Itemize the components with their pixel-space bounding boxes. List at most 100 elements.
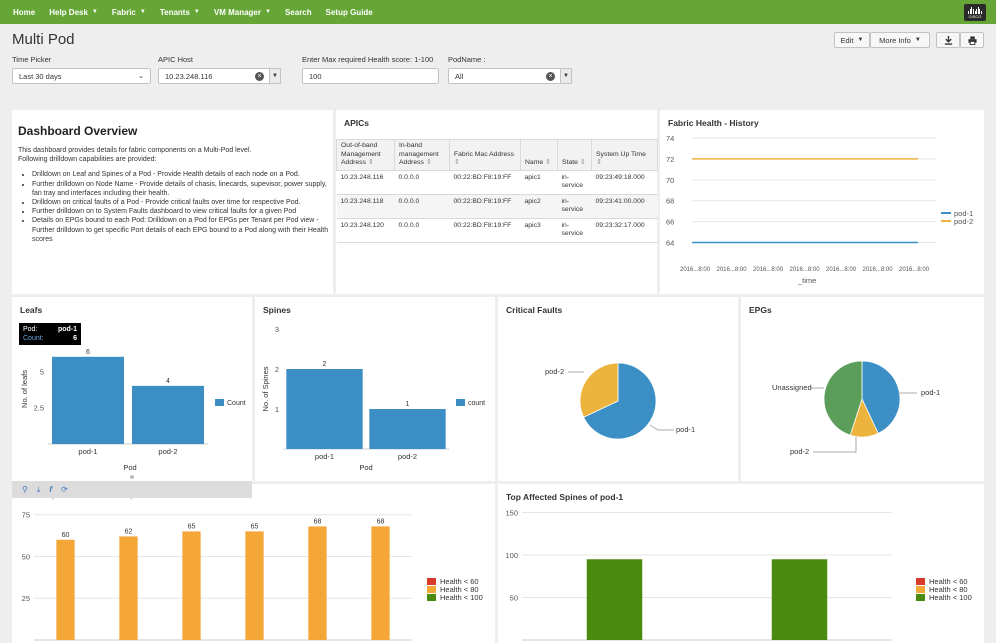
table-row[interactable]: 10.23.248.116 0.0.0.0 00:22:BD:F8:19:FF … [336, 170, 658, 195]
column-header-state[interactable]: State ⇕ [557, 139, 592, 171]
epgs-panel: EPGs pod-1 Unassigned pod-2 [741, 297, 984, 481]
bar-Spine203 [771, 559, 828, 640]
time-picker-select[interactable]: Last 30 days ⌄ [12, 68, 151, 84]
leader-line [813, 437, 857, 453]
y-tick-label: 50 [510, 594, 518, 603]
cell-state: in-service [557, 194, 592, 219]
y-tick-label: 5 [40, 367, 44, 376]
podname-select[interactable]: All × ▼ [448, 68, 572, 84]
download-icon [944, 35, 952, 45]
apics-table: Out-of-band Management Address ⇕ In-band… [336, 139, 658, 243]
print-button[interactable] [960, 32, 984, 48]
column-header-name[interactable]: Name ⇕ [520, 139, 558, 171]
legend-label: Health < 100 [440, 593, 483, 602]
nav-item-label: Fabric [111, 7, 136, 17]
refresh-icon[interactable]: ⟳ [61, 485, 68, 494]
column-header-mac[interactable]: Fabric Mac Address ⇕ [449, 139, 521, 171]
nav-item-vm-manager[interactable]: VM Manager ▼ [214, 8, 271, 17]
y-tick-label: 100 [505, 551, 518, 560]
download-icon[interactable]: ⤓ [36, 484, 41, 494]
bar-Leaf120 [245, 531, 264, 640]
cisco-logo-text: CISCO [968, 14, 982, 19]
leafs-chart: 5 2.5 6 pod-1 4 pod-2 Pod No. of leafs Count [20, 349, 246, 472]
health-score-input[interactable]: 100 [302, 68, 439, 84]
top-leafs-panel: Top Affected Leafs of pod-1 75502560Leaf… [12, 484, 495, 643]
nav-item-label: Setup Guide [325, 7, 373, 17]
nav-item-setup-guide[interactable]: Setup Guide [326, 8, 373, 17]
nav-item-tenants[interactable]: Tenants ▼ [160, 8, 200, 17]
edit-label: Edit [840, 35, 854, 45]
x-tick-label: pod-2 [398, 452, 417, 461]
overview-bullet: Drilldown on critical faults of a Pod - … [32, 198, 332, 207]
x-tick-label: 2016...8:00 [790, 267, 821, 273]
legend-swatch [916, 586, 925, 593]
top-leafs-chart: 75502560Leaf10362Leaf10465Leaf11965Leaf1… [22, 511, 483, 641]
clear-icon[interactable]: × [546, 72, 555, 81]
leafs-panel: Leafs 5 2.5 6 pod-1 4 pod-2 Pod No. of leafs Cou… [12, 297, 252, 481]
data-label: 6 [86, 349, 90, 356]
chevron-down-icon[interactable]: ▼ [269, 68, 281, 84]
spines-title: Spines [263, 305, 291, 315]
pie-slice-pod-2 [579, 362, 619, 418]
table-row[interactable]: 10.23.248.118 0.0.0.0 00:22:BD:F8:19:FF … [336, 194, 658, 219]
nav-item-help-desk[interactable]: Help Desk ▼ [49, 8, 98, 17]
info-icon[interactable]: f [49, 485, 53, 494]
more-info-button[interactable]: More Info ▼ [870, 32, 930, 48]
clear-icon[interactable]: × [255, 72, 264, 81]
nav-item-label: Tenants [159, 7, 190, 17]
data-label: 60 [62, 532, 70, 539]
chart-toolbar: ⚲ ⤓ f ⟳ [12, 481, 252, 498]
cell-inband: 0.0.0.0 [394, 170, 450, 195]
bar-Leaf119 [182, 531, 201, 640]
data-label: 65 [251, 523, 259, 530]
y-axis-label: No. of leafs [20, 370, 29, 408]
chevron-down-icon: ▼ [265, 9, 271, 15]
overview-bullet: Drilldown on Leaf and Spines of a Pod - … [32, 170, 332, 179]
cell-mac: 00:22:BD:F8:19:FF [449, 170, 521, 195]
slice-label: pod-1 [921, 388, 940, 397]
resize-handle[interactable] [130, 475, 134, 479]
zoom-icon[interactable]: ⚲ [22, 485, 28, 494]
legend-label: Health < 100 [929, 593, 972, 602]
bar-Leaf103 [56, 539, 75, 640]
y-tick-label: 1 [275, 405, 279, 414]
x-axis-label: _time [797, 276, 816, 285]
bar-pod-2 [369, 409, 446, 449]
legend-swatch [427, 578, 436, 585]
x-axis-label: Pod [359, 463, 372, 472]
health-input-label: Enter Max required Health score: 1-100 [302, 55, 434, 64]
edit-button[interactable]: Edit ▼ [834, 32, 870, 48]
pie-slice-Unassigned [823, 360, 863, 436]
y-tick-label: 74 [666, 134, 674, 143]
column-header-uptime[interactable]: System Up Time ⇕ [591, 139, 658, 171]
column-header-inband[interactable]: In-band management Address ⇕ [394, 139, 450, 171]
cell-mac: 00:22:BD:F8:19:FF [449, 218, 521, 243]
cell-mac: 00:22:BD:F8:19:FF [449, 194, 521, 219]
export-button[interactable] [936, 32, 960, 48]
slice-label: pod-2 [790, 447, 809, 456]
overview-text: This dashboard provides details for fabr… [18, 146, 332, 244]
pie-slice-pod-1 [861, 360, 901, 434]
time-picker-label: Time Picker [12, 55, 52, 64]
chevron-down-icon: ▼ [139, 9, 146, 15]
nav-item-home[interactable]: Home [13, 8, 35, 17]
cisco-logo: CISCO [964, 4, 986, 21]
table-row[interactable]: 10.23.248.120 0.0.0.0 00:22:BD:F8:19:FF … [336, 218, 658, 243]
nav-item-search[interactable]: Search [285, 8, 312, 17]
bar-Leaf104 [119, 536, 138, 640]
nav-item-fabric[interactable]: Fabric ▼ [112, 8, 146, 17]
y-tick-label: 50 [22, 552, 30, 561]
y-tick-label: 72 [666, 155, 674, 164]
fabric-health-chart: 74 72 70 68 66 64 2016...8:00 2016...8:00 2016..… [666, 134, 973, 285]
legend-label: Health < 80 [440, 585, 479, 594]
cell-uptime: 09:23:41:00.000 [591, 194, 658, 219]
y-tick-label: 75 [22, 511, 30, 520]
column-header-oob[interactable]: Out-of-band Management Address ⇕ [336, 139, 395, 171]
chevron-down-icon[interactable]: ▼ [560, 68, 572, 84]
data-label: 68 [377, 518, 385, 525]
overview-bullet: Further drilldown on Node Name - Provide… [32, 180, 332, 198]
cell-uptime: 09:23:32:17.000 [591, 218, 658, 243]
top-spines-chart: 15010050Spine202Spine203Health < 60Healt… [505, 509, 972, 641]
leader-line [649, 424, 674, 431]
apic-host-select[interactable]: 10.23.248.116 × ▼ [158, 68, 281, 84]
